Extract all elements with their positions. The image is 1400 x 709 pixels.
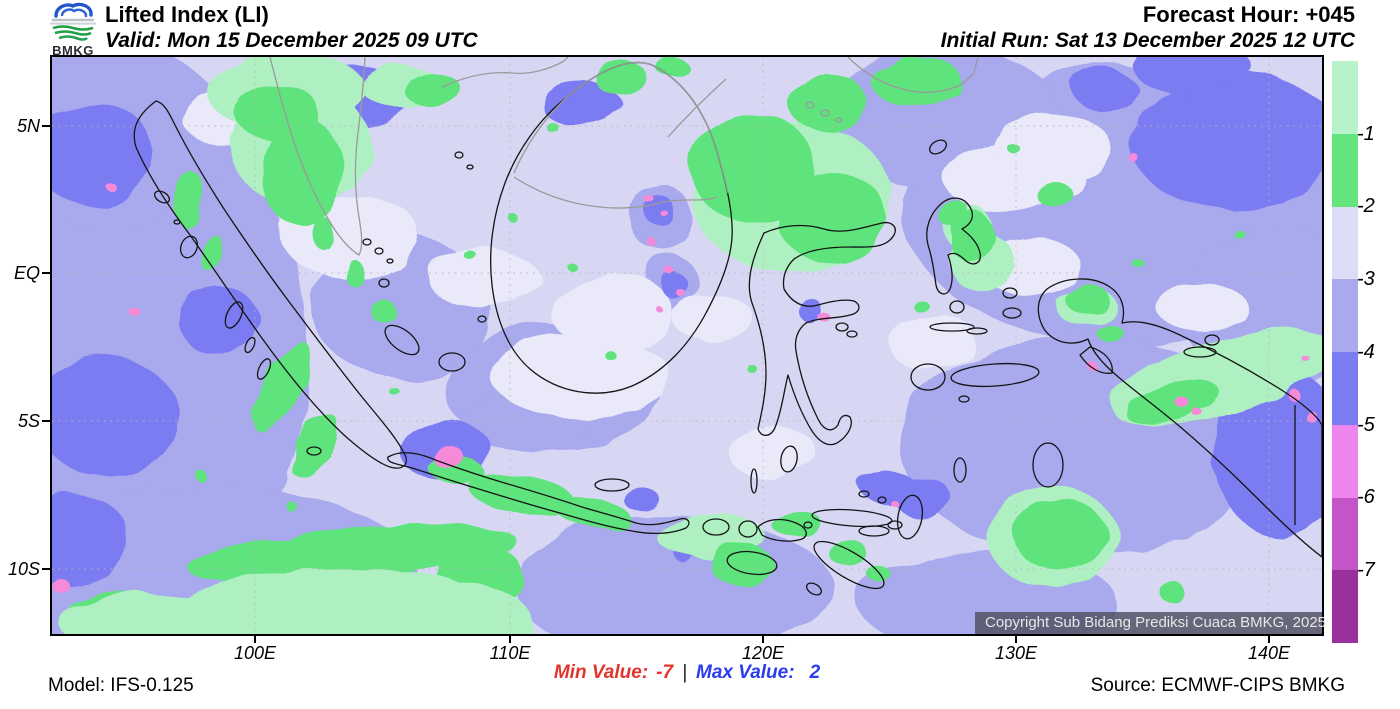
lon-label-100e: 100E	[233, 643, 277, 663]
legend-band	[1332, 61, 1358, 134]
lat-tick	[42, 568, 51, 570]
valid-time-label: Valid: Mon 15 December 2025 09 UTC	[105, 29, 478, 52]
source-label: Source: ECMWF-CIPS BMKG	[1090, 675, 1345, 696]
halmahera-coastline	[926, 197, 981, 295]
legend-band	[1332, 279, 1358, 352]
mindanao-coastline	[847, 56, 979, 93]
kalimantan-border	[513, 176, 718, 209]
lon-tick	[762, 636, 764, 643]
legend-band	[1332, 497, 1358, 571]
min-value: -7	[656, 662, 674, 683]
indochina-coastline	[441, 56, 569, 88]
legend-band	[1332, 424, 1358, 498]
legend-tick-label: -1	[1357, 123, 1375, 145]
lat-tick	[42, 125, 51, 127]
max-value: 2	[809, 662, 821, 683]
map-panel: Copyright Sub Bidang Prediksi Cuaca BMKG…	[0, 42, 1362, 667]
papua-coastline	[1037, 278, 1323, 558]
max-value-label: Max Value:	[696, 662, 795, 683]
bomberai-coastline	[1079, 346, 1113, 374]
legend-band	[1332, 352, 1358, 425]
map-canvas	[0, 42, 1362, 667]
model-label: Model: IFS-0.125	[48, 675, 194, 696]
legend-colorbar	[1332, 61, 1358, 643]
sulawesi-coastline	[748, 221, 896, 446]
lon-label-120e: 120E	[741, 643, 785, 663]
legend-tick-label: -2	[1357, 195, 1375, 217]
page-title: Lifted Index (LI)	[105, 2, 269, 27]
lat-label-10s: 10S	[7, 559, 40, 579]
legend-tick-label: -6	[1357, 486, 1375, 508]
lat-label-5n: 5N	[16, 116, 40, 136]
lon-tick	[1268, 636, 1270, 643]
lon-label-130e: 130E	[994, 643, 1038, 663]
java-coastline	[387, 451, 690, 535]
legend-tick-label: -4	[1357, 341, 1375, 363]
lat-tick	[42, 420, 51, 422]
sumatra-coastline	[133, 100, 407, 469]
lon-tick	[254, 636, 256, 643]
legend-tick-label: -7	[1357, 559, 1375, 581]
lat-label-eq: EQ	[13, 263, 40, 283]
sabah-sarawak-coastline	[513, 61, 729, 194]
legend-band	[1332, 133, 1358, 207]
lon-label-140e: 140E	[1247, 643, 1291, 663]
foreign-coastline-layer	[269, 56, 979, 256]
initial-run-label: Initial Run: Sat 13 December 2025 12 UTC	[940, 29, 1355, 52]
lat-label-5s: 5S	[17, 411, 40, 431]
legend-band	[1332, 570, 1358, 643]
forecast-hour-label: Forecast Hour: +045	[1142, 2, 1355, 27]
minmax-line: Min Value: -7 | Max Value: 2	[52, 662, 1322, 684]
legend-tick-label: -3	[1357, 268, 1375, 290]
palawan-coastline	[667, 78, 727, 138]
coastline-layer	[133, 61, 1323, 596]
copyright-banner: Copyright Sub Bidang Prediksi Cuaca BMKG…	[975, 612, 1326, 634]
bmkg-logo-label: BMKG	[52, 43, 94, 58]
malay-peninsula-coastline	[269, 56, 366, 256]
lon-tick	[509, 636, 511, 643]
contour-green-layer	[51, 52, 1334, 665]
bmkg-logo: BMKG	[44, 2, 102, 58]
bmkg-logo-icon	[50, 2, 96, 41]
min-value-label: Min Value:	[553, 662, 649, 683]
legend-band	[1332, 206, 1358, 280]
legend-tick-label: -5	[1357, 414, 1375, 436]
lat-tick	[42, 272, 51, 274]
lon-tick	[1015, 636, 1017, 643]
lon-label-110e: 110E	[489, 643, 531, 663]
minmax-separator: |	[682, 662, 687, 683]
